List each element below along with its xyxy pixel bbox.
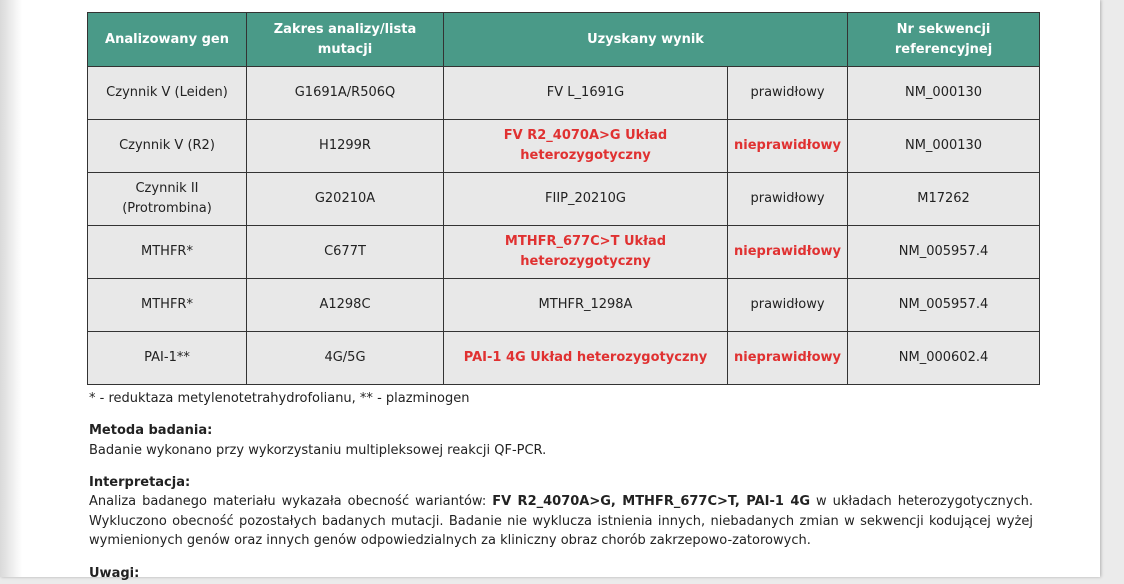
- table-cell: NM_000130: [847, 119, 1041, 173]
- table-cell: NM_000130: [847, 66, 1041, 120]
- section-title: Uwagi:: [89, 566, 140, 581]
- table-cell: prawidłowy: [726, 278, 849, 332]
- header-cell: Analizowany gen: [87, 12, 247, 67]
- table-cell: Czynnik V (Leiden): [87, 66, 247, 120]
- table-row: Czynnik II (Protrombina) G20210A FIIP_2021…: [87, 172, 1041, 226]
- table-cell: G20210A: [246, 172, 444, 226]
- text: w układach heterozygotycznych. Wykluczon…: [89, 494, 1033, 548]
- paragraph: Badanie wykonano przy wykorzystaniu mult…: [89, 443, 547, 458]
- table-cell: C677T: [246, 225, 444, 279]
- shade: [0, 0, 22, 577]
- table-cell: PAI-1 4G Układ heterozygotyczny: [443, 331, 728, 385]
- table-cell: H1299R: [246, 119, 444, 173]
- table-cell: FIIP_20210G: [443, 172, 728, 226]
- footnote: * - reduktaza metylenotetrahydrofolianu,…: [89, 391, 470, 406]
- results-table: Analizowany gen Zakres analizy/lista mut…: [87, 12, 1041, 385]
- table-cell: MTHFR*: [87, 278, 247, 332]
- page: Analizowany gen Zakres analizy/lista mut…: [0, 0, 1100, 581]
- table-cell: prawidłowy: [726, 172, 849, 226]
- header-row: Analizowany gen Zakres analizy/lista mut…: [87, 12, 1041, 67]
- table-cell: MTHFR_1298A: [443, 278, 728, 332]
- table-cell: 4G/5G: [246, 331, 444, 385]
- header-cell: Nr sekwencji referencyjnej: [847, 12, 1041, 67]
- table-cell: nieprawidłowy: [726, 225, 849, 279]
- table-cell: NM_005957.4: [847, 225, 1041, 279]
- table-cell: PAI-1**: [87, 331, 247, 385]
- table-cell: prawidłowy: [726, 66, 849, 120]
- table-cell: FV R2_4070A>G Układ heterozygotyczny: [443, 119, 728, 173]
- text: Analiza badanego materiału wykazała obec…: [89, 494, 493, 509]
- table-cell: A1298C: [246, 278, 444, 332]
- table-cell: Czynnik V (R2): [87, 119, 247, 173]
- section-title: Metoda badania:: [89, 423, 213, 438]
- table-row: PAI-1** 4G/5G PAI-1 4G Układ heterozygotyc…: [87, 331, 1041, 385]
- table-cell: Czynnik II (Protrombina): [87, 172, 247, 226]
- table-row: Czynnik V (Leiden) G1691A/R506Q FV L_1691G…: [87, 66, 1041, 120]
- table-row: MTHFR* A1298C MTHFR_1298A prawidłowy NM_0059…: [87, 278, 1041, 332]
- paragraph: Analiza badanego materiału wykazała obec…: [89, 492, 1033, 551]
- table-cell: G1691A/R506Q: [246, 66, 444, 120]
- table-cell: NM_005957.4: [847, 278, 1041, 332]
- table-row: Czynnik V (R2) H1299R FV R2_4070A>G Układ …: [87, 119, 1041, 173]
- bold-text: FV R2_4070A>G, MTHFR_677C>T, PAI-1 4G: [492, 494, 811, 509]
- table-row: MTHFR* C677T MTHFR_677C>T Układ heterozygo…: [87, 225, 1041, 279]
- table-cell: M17262: [847, 172, 1041, 226]
- header-cell: Uzyskany wynik: [442, 12, 849, 67]
- header-cell: Zakres analizy/lista mutacji: [246, 12, 444, 67]
- table-cell: MTHFR_677C>T Układ heterozygotyczny: [443, 225, 728, 279]
- table-cell: nieprawidłowy: [726, 119, 849, 173]
- table-cell: nieprawidłowy: [726, 331, 849, 385]
- table-cell: NM_000602.4: [847, 331, 1041, 385]
- table-cell: FV L_1691G: [443, 66, 728, 120]
- section-title: Interpretacja:: [89, 475, 191, 490]
- table-cell: MTHFR*: [87, 225, 247, 279]
